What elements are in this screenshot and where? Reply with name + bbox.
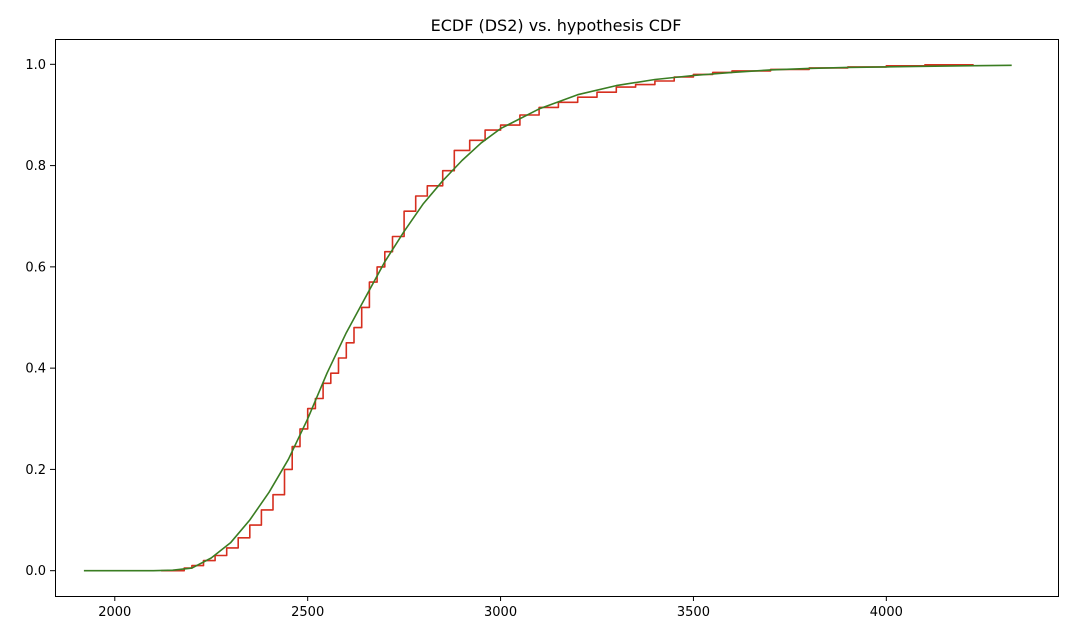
x-tick-label: 2500 [291,605,324,620]
y-tick-label: 0.2 [25,463,46,478]
x-tick-label: 3000 [484,605,517,620]
plot-area [83,64,1012,572]
y-tick-label: 0.6 [25,260,46,275]
y-tick-label: 0.8 [25,159,46,174]
x-tick-label: 4000 [870,605,903,620]
axis-ticks: 2000 2500 3000 3500 4000 0.0 0.2 0.4 0.6 0.8 1.0 [25,58,903,620]
y-tick-label: 0.4 [25,362,46,377]
y-tick-label: 0.0 [25,564,46,579]
ecdf-series-line [161,64,974,572]
chart-title: ECDF (DS2) vs. hypothesis CDF [431,16,682,35]
x-tick-label: 2000 [98,605,131,620]
axes-frame [55,39,1059,597]
hypothesis-cdf-line [83,64,1012,572]
x-tick-label: 3500 [677,605,710,620]
y-tick-label: 1.0 [25,58,46,73]
